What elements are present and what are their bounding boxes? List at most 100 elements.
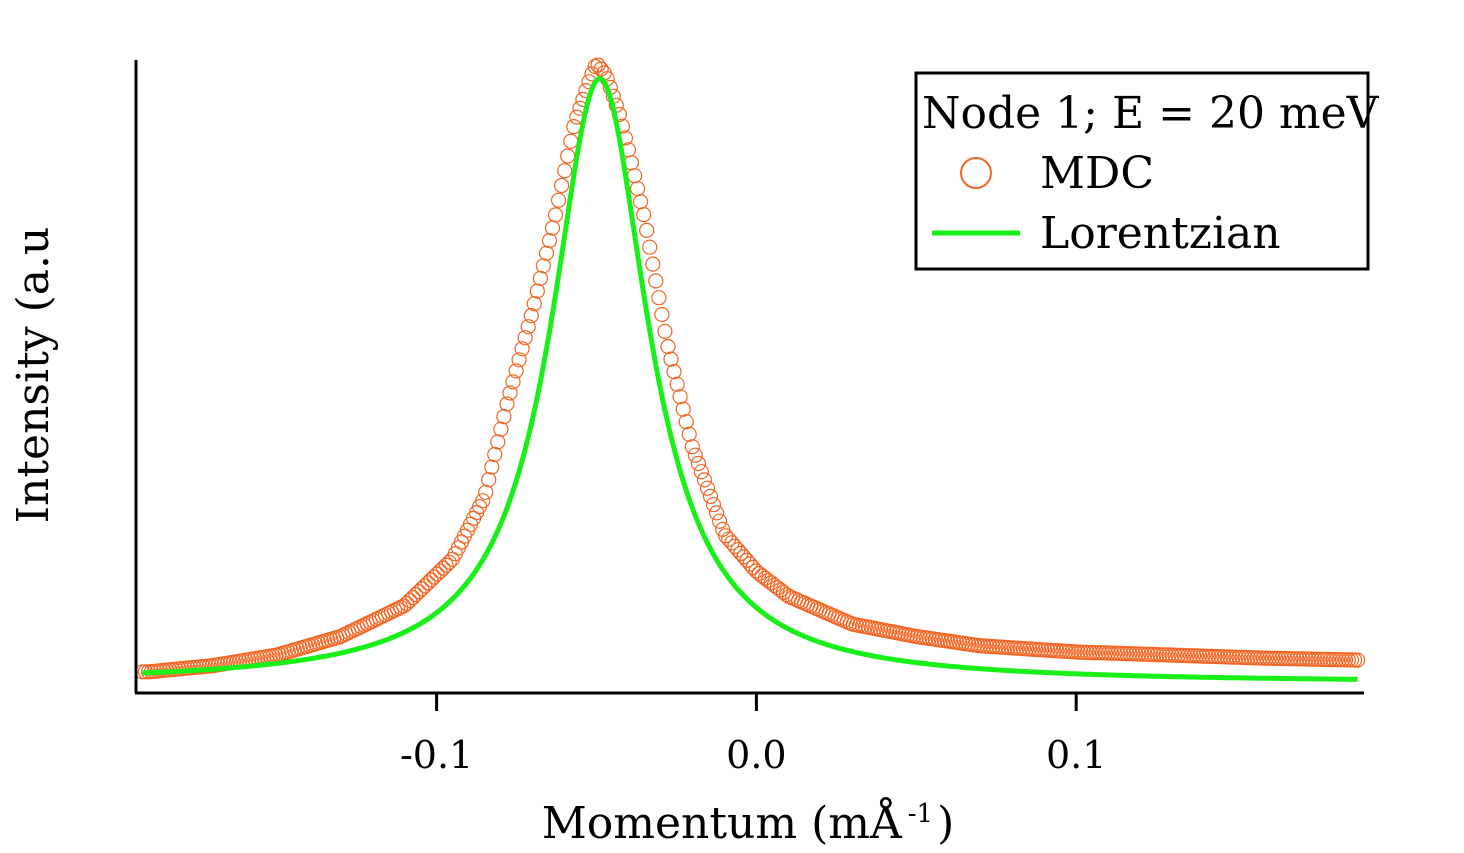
mdc-point [590, 57, 606, 73]
mdc-point [532, 270, 549, 286]
mdc-point [666, 364, 682, 380]
x-tick-label: -0.1 [400, 733, 473, 777]
mdc-point [557, 163, 573, 179]
mdc-point [1325, 651, 1341, 668]
mdc-point [408, 586, 424, 603]
mdc-point [699, 480, 716, 496]
mdc-point [1316, 651, 1332, 668]
mdc-point [705, 497, 722, 513]
mdc-point [1301, 651, 1317, 667]
mdc-point [681, 426, 697, 442]
legend-title: Node 1; E = 20 meV [922, 88, 1380, 139]
mdc-point [654, 306, 670, 323]
mdc-point [432, 563, 448, 579]
mdc-point [696, 472, 713, 488]
mdc-point [560, 148, 576, 164]
mdc-point [745, 559, 761, 576]
mdc-point [687, 447, 703, 463]
mdc-point [514, 341, 530, 357]
mdc-point [438, 557, 454, 573]
mdc-point [405, 589, 421, 606]
mdc-point [1340, 652, 1357, 668]
mdc-point [711, 513, 728, 529]
mdc-point [493, 421, 509, 437]
mdc-point [584, 66, 600, 82]
mdc-point [1283, 651, 1299, 667]
mdc-point [481, 472, 497, 488]
mdc-point [1255, 650, 1272, 666]
mdc-point [417, 578, 433, 594]
mdc-point [669, 376, 685, 392]
mdc-point [708, 505, 725, 521]
mdc-point [675, 401, 691, 417]
lorentzian-fit-line [142, 75, 1358, 682]
mdc-point [693, 464, 710, 480]
mdc-point [435, 560, 451, 576]
mdc-point [478, 484, 494, 500]
x-axis-title: Momentum (mÅ -1) [542, 796, 955, 849]
legend: Node 1; E = 20 meV MDC Lorentzian [914, 71, 1380, 271]
mdc-point [496, 409, 512, 425]
mdc-point [639, 222, 655, 238]
mdc-point [426, 569, 442, 585]
mdc-point [684, 439, 700, 455]
mdc-point [475, 493, 491, 509]
mdc-point [678, 414, 694, 430]
mdc-point [1349, 652, 1366, 668]
mdc-point [544, 220, 561, 236]
lorentzian-line-layer [142, 75, 1358, 682]
mdc-point [529, 283, 545, 299]
mdc-point [423, 572, 439, 588]
mdc-point [645, 256, 661, 272]
mdc-point [660, 339, 676, 355]
x-axis-title-superscript: -1 [908, 799, 933, 829]
mdc-point [690, 455, 707, 472]
mdc-point [420, 575, 436, 591]
mdc-point [535, 258, 552, 274]
x-tick-label: 0.1 [1046, 733, 1106, 777]
x-tick-label: 0.0 [726, 733, 786, 777]
mdc-point [651, 290, 667, 306]
legend-lorentzian-label: Lorentzian [1040, 208, 1281, 259]
mdc-point [563, 133, 579, 149]
mdc-point [411, 584, 427, 600]
mdc-point [566, 118, 582, 135]
mdc-point [508, 363, 524, 379]
mdc-point [663, 351, 679, 367]
mdc-point [1088, 645, 1104, 661]
mdc-point [402, 592, 418, 609]
mdc-point [538, 245, 555, 261]
mdc-point [523, 308, 539, 324]
mdc-point [441, 554, 457, 570]
mdc-point [672, 389, 688, 405]
mdc-point [1292, 651, 1308, 667]
mdc-point [550, 192, 567, 208]
mdc-point [487, 446, 503, 463]
mdc-point [414, 581, 430, 597]
mdc-point [702, 488, 719, 504]
legend-mdc-marker [960, 157, 992, 189]
mdc-point [1307, 651, 1323, 667]
mdc-point [517, 330, 533, 346]
mdc-point [499, 396, 515, 412]
mdc-point [490, 434, 506, 450]
mdc-point [626, 168, 643, 184]
x-ticks-layer: -0.1 0.0 0.1 [400, 693, 1106, 777]
mdc-point [636, 207, 652, 223]
mdc-point [396, 598, 412, 614]
mdc-point [541, 233, 558, 249]
mdc-point [1331, 652, 1348, 668]
mdc-point [526, 296, 542, 312]
mdc-point [502, 385, 518, 401]
mdc-point [629, 181, 646, 197]
legend-mdc-label: MDC [1040, 148, 1154, 199]
mdc-point [399, 595, 415, 612]
mdc-point [632, 194, 649, 210]
legend-box [914, 71, 1370, 271]
mdc-point [520, 319, 536, 335]
mdc-points-layer [134, 57, 1366, 680]
mdc-point [648, 273, 664, 289]
mdc-point [505, 374, 521, 390]
mdc-point [429, 566, 445, 582]
y-axis-title: Intensity (a.u [8, 227, 59, 524]
